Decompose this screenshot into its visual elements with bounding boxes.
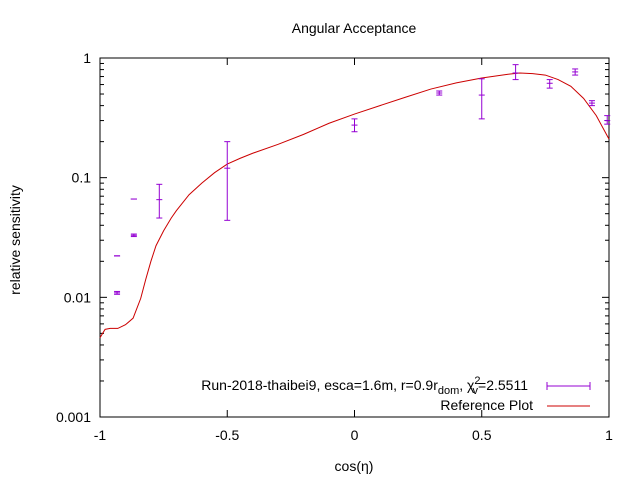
legend-label-run: Run-2018-thaibei9, esca=1.6m, r=0.9rdom,… [201,375,528,397]
y-tick-label: 0.001 [56,409,91,425]
y-tick-label: 0.1 [72,170,92,186]
x-tick-label: 0.5 [472,427,492,443]
legend-label-reference: Reference Plot [440,397,533,413]
data-point [351,118,358,133]
reference-curve [99,72,610,338]
data-points-layer [114,64,611,295]
data-point [572,68,579,76]
data-point [546,79,553,89]
reference-curve-layer [99,72,610,338]
data-point [114,290,121,295]
data-point [604,115,611,125]
data-point [512,64,519,81]
data-point [436,90,443,96]
chart-title: Angular Acceptance [292,20,417,36]
data-point [588,100,595,107]
x-axis-label: cos(η) [335,458,374,474]
x-tick-label: -0.5 [215,427,239,443]
y-axis-label: relative sensitivity [7,185,23,295]
data-point [156,183,163,219]
data-point [224,141,231,221]
x-tick-label: -1 [94,427,107,443]
axis-ticks: -1 -0.5 0 0.5 1 0.001 0.01 0.1 1 [56,50,613,443]
data-point [130,233,137,238]
x-tick-label: 1 [605,427,613,443]
x-tick-label: 0 [351,427,359,443]
legend: Run-2018-thaibei9, esca=1.6m, r=0.9rdom,… [201,375,591,413]
y-tick-label: 1 [83,50,91,66]
data-point [478,78,485,120]
y-tick-label: 0.01 [64,289,91,305]
plot-frame [99,57,610,418]
